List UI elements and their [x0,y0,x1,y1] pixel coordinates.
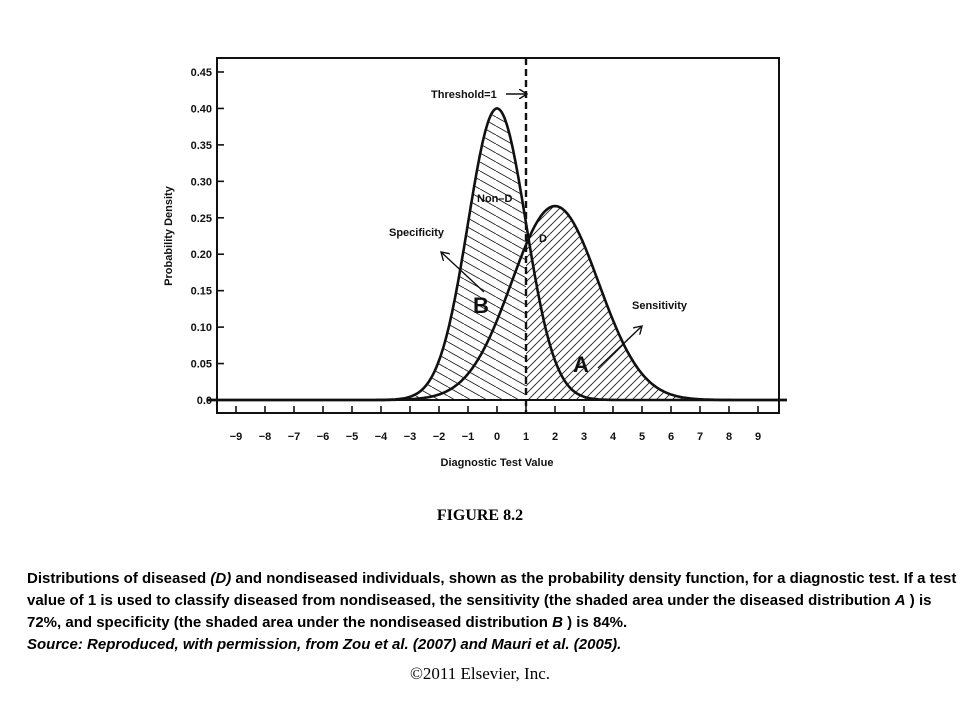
caption-fragment: ) is 72%, and specificity (the shaded ar… [27,592,932,631]
caption-fragment: ) is 84%. [562,614,628,631]
y-tick-label: 0.05 [191,359,212,371]
y-tick-label: 0.30 [191,176,212,188]
caption-body: Distributions of diseased (D) and nondis… [27,570,956,631]
caption-fragment: Distributions of diseased [27,570,211,587]
figure-caption: Distributions of diseased (D) and nondis… [27,568,957,656]
threshold-label: Threshold=1 [431,89,497,101]
area-b-specificity [366,108,526,401]
series-label-d: D [539,233,547,245]
x-tick-label: 7 [697,431,703,443]
caption-fragment: (D) [210,570,232,587]
x-tick-label: −1 [462,431,475,443]
area-a-sensitivity [526,206,729,400]
copyright-notice: ©2011 Elsevier, Inc. [409,664,550,683]
caption-fragment: and nondiseased individuals, shown as th… [27,570,957,609]
caption-source: Source: Reproduced, with permission, fro… [27,636,622,653]
x-tick-label: 9 [755,431,761,443]
region-b-label: B [473,293,489,318]
chart: 0.00.050.100.150.200.250.300.350.400.45 … [163,57,787,469]
region-a-label: A [573,352,589,377]
plot-frame [216,57,780,414]
x-tick-label: 0 [494,431,500,443]
x-tick-label: −3 [404,431,417,443]
x-tick-label: −5 [346,431,359,443]
x-axis-title: Diagnostic Test Value [441,457,554,469]
y-tick-label: 0.45 [191,67,212,79]
x-tick-label: −4 [375,431,388,443]
x-tick-label: 2 [552,431,558,443]
x-tick-label: −6 [317,431,330,443]
x-tick-label: 5 [639,431,645,443]
sensitivity-label: Sensitivity [632,300,688,312]
y-tick-label: 0.15 [191,286,212,298]
x-tick-label: 3 [581,431,587,443]
specificity-label: Specificity [389,227,445,239]
x-tick-label: 1 [523,431,529,443]
x-tick-label: 8 [726,431,732,443]
specificity-arrow [441,252,485,293]
caption-fragment: A [894,592,906,609]
x-tick-label: −9 [230,431,243,443]
y-tick-label: 0.40 [191,103,212,115]
x-tick-label: −2 [433,431,446,443]
y-tick-label: 0.0 [197,395,212,407]
y-tick-label: 0.20 [191,249,212,261]
y-tick-label: 0.35 [191,140,212,152]
caption-fragment: B [552,614,563,631]
y-tick-label: 0.10 [191,322,212,334]
x-tick-label: −7 [288,431,301,443]
figure-title: FIGURE 8.2 [436,507,524,524]
y-axis-title: Probability Density [163,185,175,286]
series-label-nond: Non–D [477,193,513,205]
x-tick-label: 4 [610,431,617,443]
sensitivity-arrow [597,326,642,369]
x-tick-label: 6 [668,431,674,443]
x-tick-label: −8 [259,431,272,443]
y-tick-label: 0.25 [191,213,212,225]
